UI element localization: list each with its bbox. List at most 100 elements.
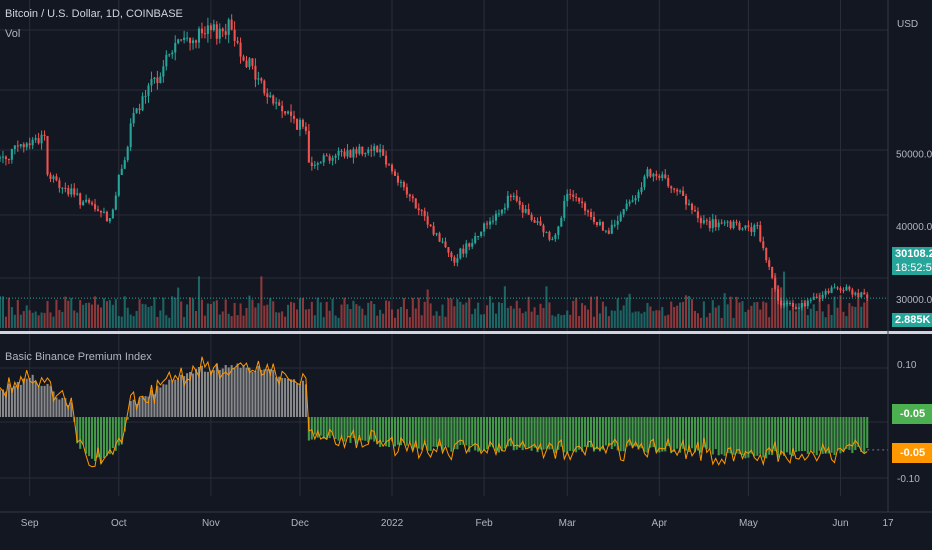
premium-bar xyxy=(474,417,477,451)
volume-bar xyxy=(82,304,85,328)
volume-bar xyxy=(631,312,634,328)
axis-currency-label: USD xyxy=(897,19,918,30)
candle-body xyxy=(61,187,64,189)
premium-bar xyxy=(189,372,192,417)
volume-bar xyxy=(91,304,94,328)
volume-bar xyxy=(287,304,290,328)
candle-body xyxy=(10,149,13,160)
premium-bar xyxy=(382,417,385,443)
candle-body xyxy=(25,143,28,148)
candle-body xyxy=(221,28,224,32)
candle-body xyxy=(355,149,358,154)
volume-bar xyxy=(281,311,284,328)
volume-bar xyxy=(93,296,97,328)
premium-bar xyxy=(833,417,836,455)
volume-bar xyxy=(613,310,616,328)
candle-body xyxy=(396,175,400,183)
premium-bar xyxy=(49,385,52,417)
premium-bar xyxy=(343,417,346,442)
premium-bar xyxy=(37,385,40,417)
candle-body xyxy=(866,294,869,299)
premium-bar xyxy=(521,417,524,451)
premium-bar xyxy=(809,417,812,451)
candle-body xyxy=(598,221,601,226)
premium-bar xyxy=(432,417,435,447)
premium-bar xyxy=(824,417,827,454)
volume-bar xyxy=(794,311,797,328)
candle-body xyxy=(263,80,266,94)
countdown-badge: 18:52:59 xyxy=(892,261,932,275)
candle-body xyxy=(82,201,85,206)
premium-bar xyxy=(581,417,584,452)
volume-bar xyxy=(135,310,138,328)
candle-body xyxy=(839,288,842,291)
candle-body xyxy=(622,209,625,215)
volume-bar xyxy=(735,296,738,328)
premium-bar xyxy=(352,417,355,439)
volume-bar xyxy=(197,276,201,328)
premium-bar xyxy=(661,417,664,452)
candle-body xyxy=(46,135,49,175)
candle-body xyxy=(768,260,771,267)
candle-body xyxy=(560,218,563,227)
premium-bar xyxy=(836,417,839,451)
premium-bar xyxy=(462,417,465,445)
premium-bar xyxy=(105,417,108,456)
price-tick-label: 40000.00 xyxy=(896,222,932,233)
premium-bar xyxy=(177,378,180,417)
candle-body xyxy=(99,210,103,213)
time-tick-label: Mar xyxy=(559,518,577,529)
candle-body xyxy=(159,76,162,84)
candle-body xyxy=(189,37,192,44)
volume-bar xyxy=(64,296,67,328)
volume-bar xyxy=(741,301,744,328)
candle-body xyxy=(328,156,331,161)
candle-body xyxy=(738,222,741,230)
volume-bar xyxy=(165,315,168,328)
volume-bar xyxy=(506,307,509,328)
premium-bar xyxy=(304,384,307,417)
candle-body xyxy=(708,220,711,229)
volume-bar xyxy=(19,314,22,328)
volume-bar xyxy=(450,298,453,328)
volume-bar xyxy=(592,316,596,328)
candle-body xyxy=(595,222,598,226)
candle-body xyxy=(177,39,180,44)
premium-bar xyxy=(821,417,824,454)
volume-label[interactable]: Vol xyxy=(5,28,21,40)
indicator-title[interactable]: Basic Binance Premium Index xyxy=(5,351,152,363)
volume-bar xyxy=(174,297,177,328)
volume-bar xyxy=(343,297,346,328)
candle-body xyxy=(200,28,203,34)
candle-body xyxy=(453,257,456,263)
premium-bar xyxy=(500,417,503,451)
candle-body xyxy=(474,236,477,244)
premium-bar xyxy=(777,417,780,458)
volume-bar xyxy=(842,311,845,328)
candle-body xyxy=(16,145,19,147)
volume-bar xyxy=(189,297,192,328)
premium-bar xyxy=(616,417,619,451)
volume-bar xyxy=(102,298,105,328)
premium-bar xyxy=(613,417,616,447)
candle-body xyxy=(753,225,756,232)
candle-body xyxy=(723,222,726,224)
candle-body xyxy=(548,232,551,240)
candle-body xyxy=(0,157,2,159)
time-tick-label: Dec xyxy=(291,518,309,529)
premium-bar xyxy=(557,417,560,450)
candle-body xyxy=(649,169,652,177)
premium-bar xyxy=(447,417,450,448)
volume-bar xyxy=(328,310,331,328)
premium-bar xyxy=(319,417,322,436)
volume-bar xyxy=(685,295,688,328)
indicator-tick-label: -0.10 xyxy=(897,474,920,485)
premium-bar xyxy=(438,417,441,447)
symbol-title[interactable]: Bitcoin / U.S. Dollar, 1D, COINBASE xyxy=(5,8,183,20)
candle-body xyxy=(275,102,278,104)
candle-body xyxy=(91,202,94,205)
premium-bar xyxy=(215,363,218,417)
time-tick-label: Feb xyxy=(475,518,493,529)
candle-body xyxy=(319,162,322,164)
